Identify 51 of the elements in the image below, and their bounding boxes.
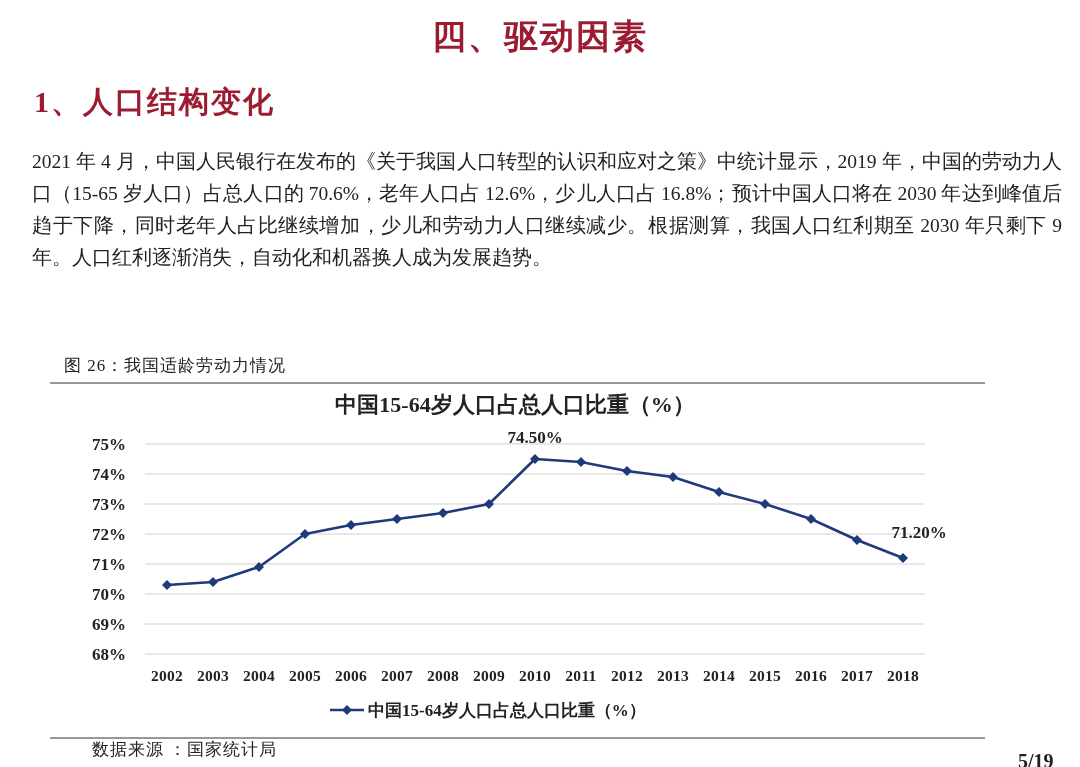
y-tick-label: 68% — [92, 645, 126, 664]
y-tick-label: 75% — [92, 435, 126, 454]
point — [208, 577, 218, 587]
x-tick-label: 2012 — [610, 667, 644, 684]
y-tick-label: 74% — [92, 465, 126, 484]
caption: 图 26：我国适龄劳动力情况 — [64, 355, 287, 377]
x-tick-label: 2011 — [565, 667, 597, 684]
point — [852, 535, 862, 545]
x-tick-label: 2016 — [794, 667, 828, 684]
data-label: 74.50% — [507, 428, 563, 447]
point — [254, 562, 264, 572]
text: 2021 年 4 月，中国人民银行在发布的《关于我国人口转型的认识和应对之策》中统计显示，2019 年，中国的劳动力人口（15-65 岁人口）占总人口的 70.6%，老年人口占 12.6%，少儿人口占 16.8%；预计中国人口将在 2030 年达到峰值后趋于下降，同时老年人占比继续增加，少儿和劳动力人口继续减少。根据测算，我国人口红利期至 2030 年只剩下 9 年。人口红利逐渐消失，自动化和机器换人成为发展趋势。 — [32, 150, 1062, 270]
point — [484, 499, 494, 509]
y-tick-label: 69% — [92, 615, 126, 634]
point — [300, 529, 310, 539]
y-tick-label: 73% — [92, 495, 126, 514]
x-tick-label: 2008 — [426, 667, 460, 684]
data-label: 71.20% — [891, 523, 947, 542]
legend-label: 中国15-64岁人口占总人口比重（%） — [368, 701, 646, 720]
y-tick-label: 72% — [92, 525, 126, 544]
point — [714, 487, 724, 497]
x-tick-label: 2004 — [242, 667, 276, 684]
point — [392, 514, 402, 524]
point — [576, 457, 586, 467]
x-tick-label: 2007 — [380, 667, 414, 684]
x-tick-label: 2005 — [288, 667, 322, 684]
source-note: 数据来源 ：国家统计局 — [92, 739, 278, 761]
chart-title: 中国15-64岁人口占总人口比重（%） — [335, 392, 695, 417]
point — [346, 520, 356, 530]
x-tick-label: 2015 — [748, 667, 782, 684]
point — [806, 514, 816, 524]
y-tick-label: 70% — [92, 585, 126, 604]
point — [760, 499, 770, 509]
point — [622, 466, 632, 476]
x-tick-label: 2009 — [472, 667, 506, 684]
text: 四、驱动因素 — [431, 17, 649, 57]
x-tick-label: 2006 — [334, 667, 368, 684]
point — [898, 553, 908, 563]
point — [162, 580, 172, 590]
x-tick-label: 2014 — [702, 667, 736, 684]
x-tick-label: 2003 — [196, 667, 230, 684]
x-tick-label: 2017 — [840, 667, 874, 684]
point — [438, 508, 448, 518]
x-tick-label: 2018 — [886, 667, 920, 684]
x-tick-label: 2010 — [518, 667, 552, 684]
x-tick-label: 2013 — [656, 667, 690, 684]
text: 1、人口结构变化 — [34, 84, 275, 120]
point — [530, 454, 540, 464]
x-tick-label: 2002 — [150, 667, 184, 684]
y-tick-label: 71% — [92, 555, 126, 574]
point — [668, 472, 678, 482]
